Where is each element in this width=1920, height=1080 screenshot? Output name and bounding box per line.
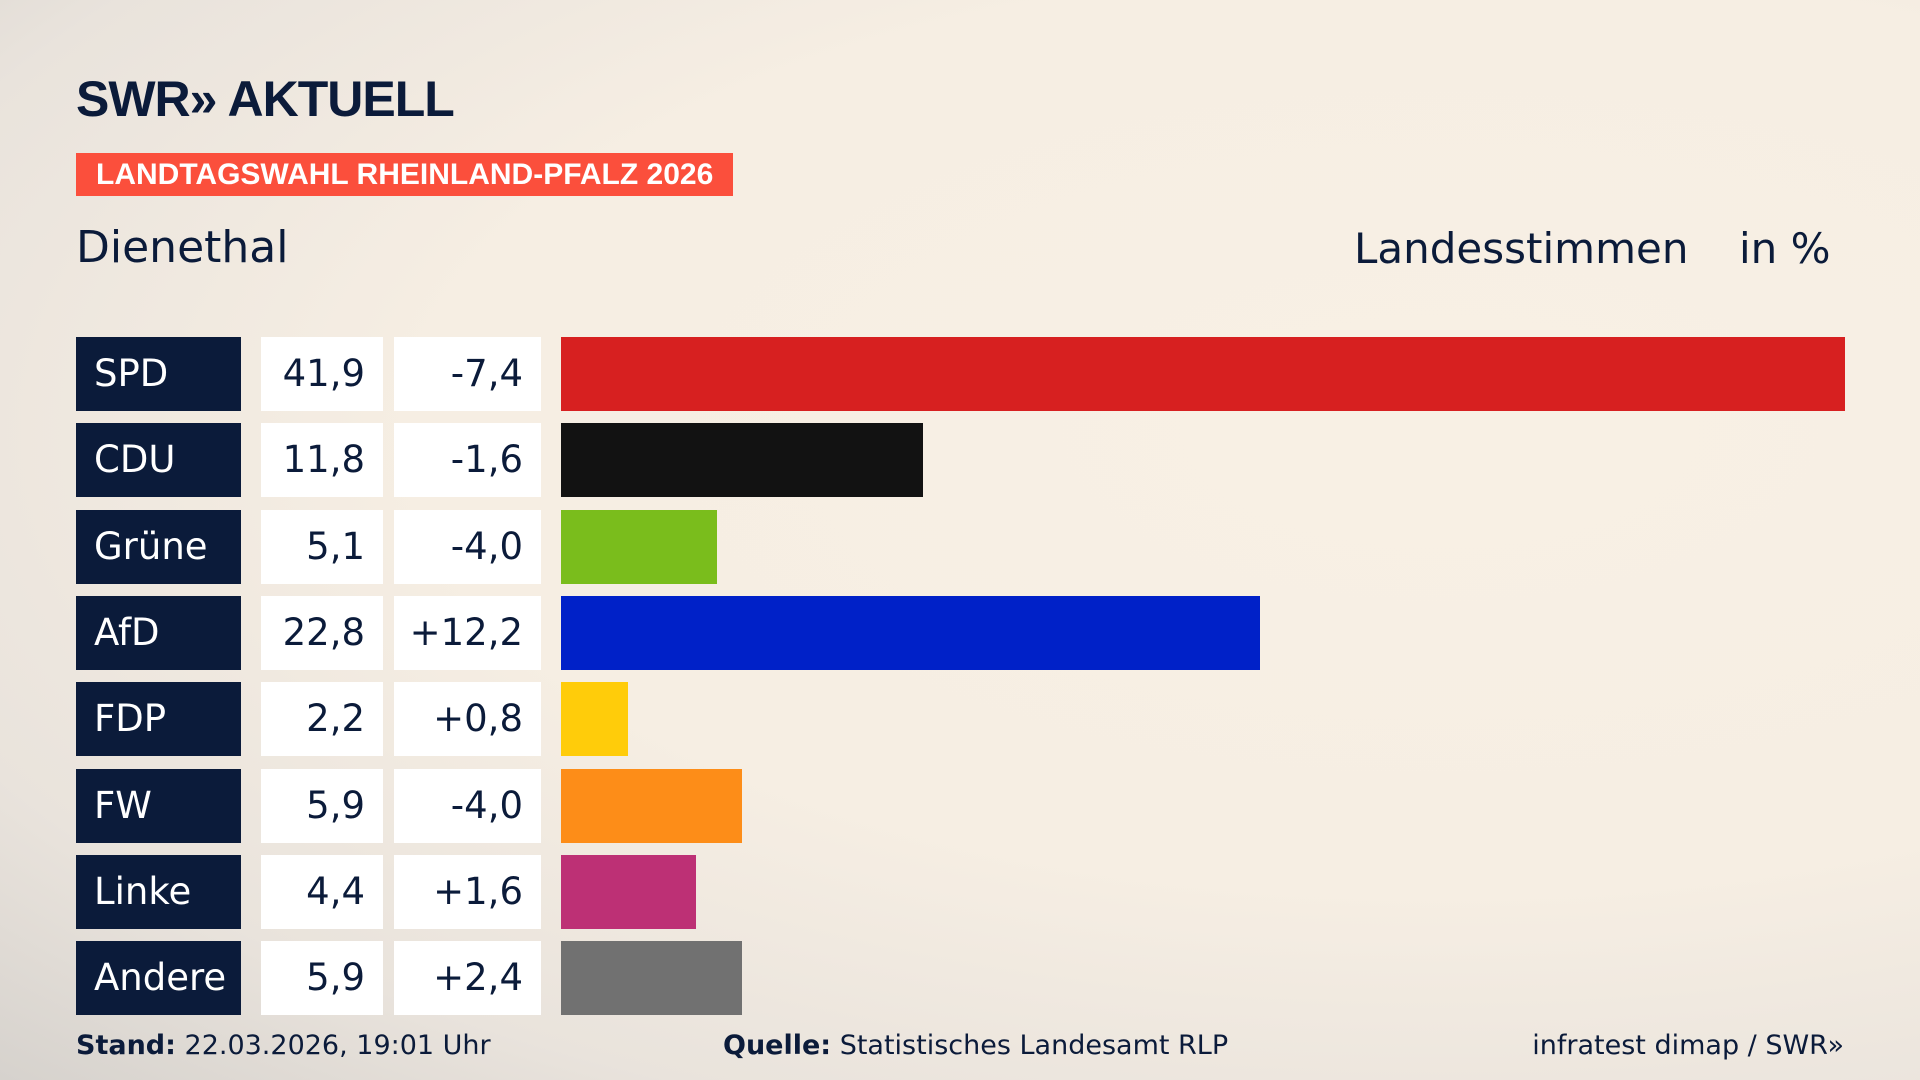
party-label: FDP [76,682,241,757]
party-label: CDU [76,423,241,498]
value-label: 5,9 [261,941,383,1016]
value-label: 41,9 [261,337,383,411]
party-label: AfD [76,595,241,670]
bar-fdp [561,682,629,757]
diff-label: -4,0 [394,768,541,843]
party-label: SPD [76,337,241,411]
metric-label: Landesstimmen [1354,224,1689,273]
diff-label: -1,6 [394,423,541,498]
value-label: 2,2 [261,682,383,757]
diff-label: +0,8 [394,682,541,757]
unit-label: in % [1739,224,1831,273]
party-label: Grüne [76,509,241,584]
stand-label: Stand: [76,1030,176,1061]
bar-cdu [561,423,923,498]
footer-stand: Stand: 22.03.2026, 19:01 Uhr [76,1030,491,1061]
value-label: 5,1 [261,509,383,584]
value-label: 4,4 [261,854,383,929]
election-banner: LANDTAGSWAHL RHEINLAND-PFALZ 2026 [76,153,734,196]
bar-afd [561,595,1260,670]
value-label: 11,8 [261,423,383,498]
swr-aktuell-logo: SWR» AKTUELL [76,71,455,127]
source-value: Statistisches Landesamt RLP [839,1030,1229,1061]
party-label: Andere [76,941,241,1016]
footer-source: Quelle: Statistisches Landesamt RLP [723,1030,1228,1061]
diff-label: +1,6 [394,854,541,929]
bar-fw [561,768,742,843]
place-title: Dienethal [76,222,289,273]
bar-spd [561,337,1845,411]
party-label: Linke [76,854,241,929]
diff-label: -7,4 [394,337,541,411]
source-label: Quelle: [723,1030,832,1061]
bar-andere [561,941,742,1016]
diff-label: -4,0 [394,509,541,584]
bar-grüne [561,509,718,584]
value-label: 5,9 [261,768,383,843]
diff-label: +12,2 [394,595,541,670]
diff-label: +2,4 [394,941,541,1016]
party-label: FW [76,768,241,843]
footer-credit: infratest dimap / SWR» [1532,1030,1844,1061]
value-label: 22,8 [261,595,383,670]
bar-linke [561,854,696,929]
stand-value: 22.03.2026, 19:01 Uhr [184,1030,491,1061]
